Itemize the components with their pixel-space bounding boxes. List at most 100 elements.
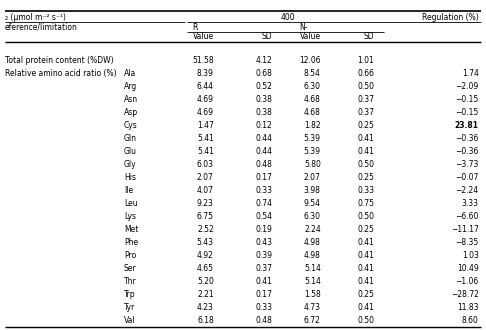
Text: 5.41: 5.41 — [197, 134, 214, 143]
Text: 400: 400 — [280, 13, 295, 22]
Text: 23.81: 23.81 — [455, 121, 479, 130]
Text: 0.33: 0.33 — [357, 186, 374, 195]
Text: 4.68: 4.68 — [304, 108, 321, 117]
Text: 3.98: 3.98 — [304, 186, 321, 195]
Text: Total protein content (%DW): Total protein content (%DW) — [5, 56, 114, 65]
Text: 4.12: 4.12 — [256, 56, 272, 65]
Text: Gln: Gln — [124, 134, 137, 143]
Text: 4.07: 4.07 — [197, 186, 214, 195]
Text: 6.30: 6.30 — [304, 82, 321, 91]
Text: Pro: Pro — [124, 251, 136, 260]
Text: 8.60: 8.60 — [462, 316, 479, 325]
Text: −28.72: −28.72 — [451, 290, 479, 299]
Text: N-: N- — [299, 22, 307, 32]
Text: 0.52: 0.52 — [255, 82, 272, 91]
Text: Value: Value — [300, 32, 321, 42]
Text: −6.60: −6.60 — [455, 212, 479, 221]
Text: 0.25: 0.25 — [357, 121, 374, 130]
Text: −1.06: −1.06 — [455, 277, 479, 286]
Text: 6.44: 6.44 — [197, 82, 214, 91]
Text: Trp: Trp — [124, 290, 136, 299]
Text: 1.82: 1.82 — [304, 121, 321, 130]
Text: Val: Val — [124, 316, 136, 325]
Text: 0.44: 0.44 — [255, 147, 272, 156]
Text: 5.39: 5.39 — [304, 147, 321, 156]
Text: 4.65: 4.65 — [197, 264, 214, 273]
Text: Gly: Gly — [124, 160, 137, 169]
Text: −2.24: −2.24 — [455, 186, 479, 195]
Text: 2.07: 2.07 — [197, 173, 214, 182]
Text: 0.41: 0.41 — [357, 238, 374, 247]
Text: SD: SD — [364, 32, 374, 42]
Text: 0.41: 0.41 — [255, 277, 272, 286]
Text: 2.21: 2.21 — [197, 290, 214, 299]
Text: 51.58: 51.58 — [192, 56, 214, 65]
Text: 0.25: 0.25 — [357, 225, 374, 234]
Text: 4.98: 4.98 — [304, 238, 321, 247]
Text: 4.68: 4.68 — [304, 95, 321, 104]
Text: 4.69: 4.69 — [197, 95, 214, 104]
Text: 6.18: 6.18 — [197, 316, 214, 325]
Text: 0.25: 0.25 — [357, 290, 374, 299]
Text: 4.92: 4.92 — [197, 251, 214, 260]
Text: 5.80: 5.80 — [304, 160, 321, 169]
Text: 10.49: 10.49 — [457, 264, 479, 273]
Text: 0.50: 0.50 — [357, 82, 374, 91]
Text: ₂ (μmol m⁻² s⁻¹): ₂ (μmol m⁻² s⁻¹) — [5, 13, 66, 22]
Text: 0.48: 0.48 — [255, 316, 272, 325]
Text: 6.03: 6.03 — [197, 160, 214, 169]
Text: 8.54: 8.54 — [304, 69, 321, 79]
Text: 4.69: 4.69 — [197, 108, 214, 117]
Text: −3.73: −3.73 — [455, 160, 479, 169]
Text: R: R — [192, 22, 197, 32]
Text: 0.75: 0.75 — [357, 199, 374, 208]
Text: 5.14: 5.14 — [304, 277, 321, 286]
Text: 2.24: 2.24 — [304, 225, 321, 234]
Text: His: His — [124, 173, 136, 182]
Text: −11.17: −11.17 — [451, 225, 479, 234]
Text: −0.36: −0.36 — [455, 147, 479, 156]
Text: 0.50: 0.50 — [357, 160, 374, 169]
Text: 2.07: 2.07 — [304, 173, 321, 182]
Text: 5.20: 5.20 — [197, 277, 214, 286]
Text: 1.74: 1.74 — [462, 69, 479, 79]
Text: 1.47: 1.47 — [197, 121, 214, 130]
Text: 6.72: 6.72 — [304, 316, 321, 325]
Text: Glu: Glu — [124, 147, 137, 156]
Text: 5.43: 5.43 — [197, 238, 214, 247]
Text: 0.37: 0.37 — [255, 264, 272, 273]
Text: 0.41: 0.41 — [357, 264, 374, 273]
Text: −0.15: −0.15 — [455, 95, 479, 104]
Text: 0.17: 0.17 — [255, 173, 272, 182]
Text: 5.39: 5.39 — [304, 134, 321, 143]
Text: 0.54: 0.54 — [255, 212, 272, 221]
Text: 5.41: 5.41 — [197, 147, 214, 156]
Text: Asn: Asn — [124, 95, 138, 104]
Text: 0.25: 0.25 — [357, 173, 374, 182]
Text: 0.66: 0.66 — [357, 69, 374, 79]
Text: 0.38: 0.38 — [255, 108, 272, 117]
Text: 0.12: 0.12 — [256, 121, 272, 130]
Text: Relative amino acid ratio (%): Relative amino acid ratio (%) — [5, 69, 117, 79]
Text: SD: SD — [261, 32, 272, 42]
Text: 3.33: 3.33 — [462, 199, 479, 208]
Text: −0.15: −0.15 — [455, 108, 479, 117]
Text: 1.01: 1.01 — [358, 56, 374, 65]
Text: 6.30: 6.30 — [304, 212, 321, 221]
Text: 6.75: 6.75 — [197, 212, 214, 221]
Text: 0.41: 0.41 — [357, 277, 374, 286]
Text: Value: Value — [193, 32, 214, 42]
Text: 2.52: 2.52 — [197, 225, 214, 234]
Text: Ser: Ser — [124, 264, 137, 273]
Text: 1.03: 1.03 — [462, 251, 479, 260]
Text: 0.41: 0.41 — [357, 303, 374, 312]
Text: 0.50: 0.50 — [357, 316, 374, 325]
Text: 4.98: 4.98 — [304, 251, 321, 260]
Text: 0.39: 0.39 — [255, 251, 272, 260]
Text: 8.39: 8.39 — [197, 69, 214, 79]
Text: 0.48: 0.48 — [255, 160, 272, 169]
Text: 0.43: 0.43 — [255, 238, 272, 247]
Text: 0.74: 0.74 — [255, 199, 272, 208]
Text: 0.44: 0.44 — [255, 134, 272, 143]
Text: 0.33: 0.33 — [255, 186, 272, 195]
